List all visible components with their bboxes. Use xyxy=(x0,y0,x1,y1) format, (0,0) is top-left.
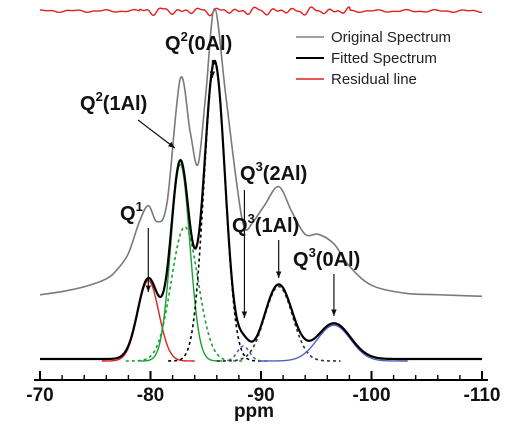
x-tick-label: -80 xyxy=(137,385,164,406)
peak-label-0: Q1 xyxy=(120,199,143,225)
x-axis: -70 -80 -90 -100 -110 xyxy=(26,371,500,406)
peak-label-4: Q3(1Al) xyxy=(232,211,299,237)
component-peak-5 xyxy=(216,285,341,362)
peak-arrow-1 xyxy=(137,119,176,149)
peak-arrowhead-3 xyxy=(241,311,248,318)
component-peak-6 xyxy=(260,324,408,362)
x-tick-label: -70 xyxy=(26,385,53,406)
peak-arrowhead-1 xyxy=(168,141,175,148)
residual-line xyxy=(39,6,483,17)
peak-arrowhead-4 xyxy=(275,271,282,278)
legend-label-original: Original Spectrum xyxy=(331,29,451,46)
x-axis-title: ppm xyxy=(234,401,274,422)
peak-arrowhead-5 xyxy=(331,309,337,316)
component-peak-1 xyxy=(138,163,223,362)
legend-label-fitted: Fitted Spectrum xyxy=(331,50,437,67)
fitted-spectrum-line xyxy=(40,59,482,361)
peak-arrowhead-0 xyxy=(145,285,152,292)
peak-label-5: Q3(0Al) xyxy=(293,245,360,271)
legend: Original Spectrum Fitted Spectrum Residu… xyxy=(296,29,451,88)
residual-layer xyxy=(39,6,483,17)
x-tick-label: -90 xyxy=(247,385,274,406)
peak-label-3: Q3(2Al) xyxy=(240,159,307,185)
original-spectrum-layer xyxy=(39,7,483,298)
fitted-spectrum-layer xyxy=(40,59,482,361)
component-peaks-layer xyxy=(101,62,408,362)
x-tick-label: -100 xyxy=(352,385,390,406)
peak-label-1: Q2(1Al) xyxy=(80,89,147,115)
component-peak-0 xyxy=(101,279,195,362)
peak-arrowhead-2 xyxy=(209,71,216,78)
component-peak-2 xyxy=(125,226,245,362)
component-peak-3 xyxy=(168,62,261,362)
peak-label-2: Q2(0Al) xyxy=(165,29,232,55)
annotations-layer: Q1 Q2(1Al) Q2(0Al) Q3(2Al) Q3(1Al) Q3(0Al) xyxy=(80,29,360,318)
original-spectrum-line xyxy=(39,7,483,298)
x-tick-label: -110 xyxy=(464,385,501,406)
legend-label-residual: Residual line xyxy=(331,71,417,88)
